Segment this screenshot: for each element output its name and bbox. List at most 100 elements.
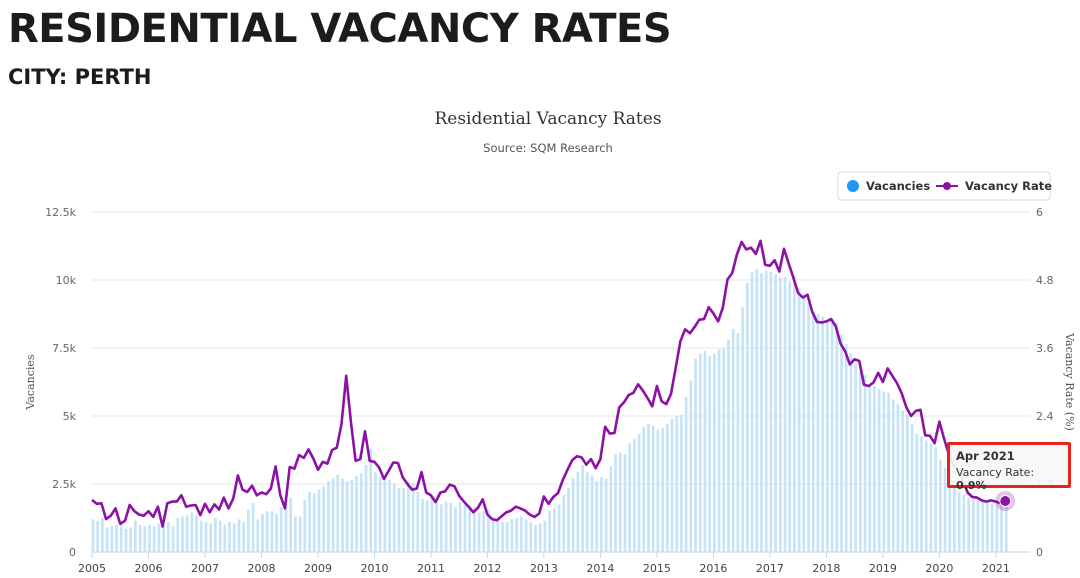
vacancies-column (651, 425, 655, 552)
x-tick-label: 2015 (643, 562, 671, 575)
vacancies-column (496, 520, 500, 552)
vacancies-column (416, 492, 420, 552)
vacancies-column (675, 416, 679, 552)
vacancies-column (425, 500, 429, 552)
vacancies-column (223, 524, 227, 552)
vacancies-column (515, 518, 519, 552)
vacancy-rate-line (91, 239, 1006, 528)
vacancy-chart: 002.5k1.25k2.47.5k3.610k4.812.5k62005200… (24, 109, 1076, 575)
vacancies-column (199, 520, 203, 552)
vacancies-column (463, 504, 467, 552)
vacancies-column (115, 524, 118, 552)
vacancies-column (190, 512, 194, 552)
vacancies-column (237, 519, 241, 552)
vacancies-column (270, 511, 274, 552)
vacancies-column (209, 523, 213, 552)
hover-point (999, 495, 1012, 507)
vacancies-column (312, 493, 316, 552)
vacancies-column (359, 473, 363, 552)
x-tick-label: 2020 (925, 562, 953, 575)
x-tick-label: 2009 (304, 562, 332, 575)
vacancies-column (816, 314, 820, 552)
vacancies-column (802, 294, 806, 552)
tooltip-series: Vacancy Rate (956, 466, 1031, 479)
legend-item-vacancy-rate[interactable]: Vacancy Rate (936, 179, 1052, 193)
vacancies-column (595, 481, 599, 552)
vacancies-column (181, 516, 184, 552)
vacancies-column (731, 328, 735, 552)
vacancies-column (524, 519, 528, 552)
vacancies-column (529, 522, 533, 552)
vacancies-column (590, 475, 594, 552)
vacancies-column (294, 516, 297, 552)
page-title: RESIDENTIAL VACANCY RATES (8, 6, 672, 52)
vacancies-column (1000, 504, 1003, 552)
vacancies-column (760, 273, 763, 552)
tooltip-separator: : (1030, 466, 1035, 479)
vacancies-column (769, 271, 773, 552)
vacancy-rate-path (91, 239, 1006, 528)
vacancies-column (458, 501, 462, 552)
vacancies-column (614, 454, 617, 552)
legend-vacancies-label: Vacancies (866, 179, 930, 193)
vacancies-column (680, 414, 683, 552)
vacancies-column (454, 507, 457, 552)
vacancies-column (534, 524, 537, 552)
vacancies-column (684, 396, 688, 552)
vacancies-column (990, 503, 994, 552)
vacancies-column (934, 447, 938, 552)
vacancies-column (689, 380, 693, 552)
vacancies-column (571, 478, 575, 552)
y-axis-right-label: Vacancy Rate (%) (1063, 332, 1076, 431)
vacancies-column (449, 503, 453, 552)
vacancies-column (896, 403, 900, 552)
chart-tooltip: Apr 2021 Vacancy Rate: 0.9% (947, 442, 1071, 492)
vacancies-column (439, 504, 443, 552)
vacancies-column (717, 349, 721, 552)
vacancies-column (487, 509, 490, 552)
vacancies-column (482, 511, 486, 552)
vacancies-column (854, 364, 857, 552)
vacancies-column (171, 526, 175, 552)
vacancies-column (661, 428, 664, 552)
vacancies-column (279, 507, 283, 552)
vacancies-column (929, 443, 933, 552)
chart-subtitle: Source: SQM Research (483, 141, 613, 155)
x-tick-label: 2012 (473, 562, 501, 575)
vacancies-column (298, 516, 302, 552)
vacancies-column (981, 501, 985, 552)
vacancies-column (152, 526, 156, 552)
vacancies-column (218, 520, 222, 552)
x-tick-label: 2007 (191, 562, 219, 575)
vacancies-column (844, 343, 848, 552)
vacancies-column (868, 384, 872, 552)
vacancies-column (336, 474, 340, 552)
vacancies-column (807, 303, 810, 552)
vacancies-column (421, 498, 424, 552)
vacancies-column (505, 522, 509, 552)
legend: Vacancies Vacancy Rate (837, 171, 1052, 201)
vacancies-column (567, 488, 570, 552)
vacancies-column (383, 478, 387, 552)
vacancies-column (157, 523, 161, 552)
vacancies-column (618, 452, 622, 552)
vacancies-column (882, 391, 886, 552)
x-tick-label: 2013 (530, 562, 558, 575)
vacancies-column (520, 516, 523, 552)
y-left-tick-label: 2.5k (52, 478, 76, 491)
x-tick-label: 2006 (134, 562, 162, 575)
vacancies-column (891, 399, 895, 552)
vacancies-column (275, 513, 278, 552)
vacancies-column (501, 522, 504, 552)
tooltip-date: Apr 2021 (956, 449, 1015, 463)
legend-item-vacancies[interactable]: Vacancies (847, 179, 930, 193)
vacancies-column (774, 274, 777, 552)
vacancies-column (350, 479, 354, 552)
vacancies-column (873, 386, 876, 552)
vacancies-column (355, 475, 358, 552)
x-tick-label: 2017 (756, 562, 784, 575)
vacancies-column (647, 424, 650, 552)
vacancies-column (953, 485, 956, 552)
vacancies-column (543, 520, 547, 552)
vacancies-column (722, 348, 726, 552)
